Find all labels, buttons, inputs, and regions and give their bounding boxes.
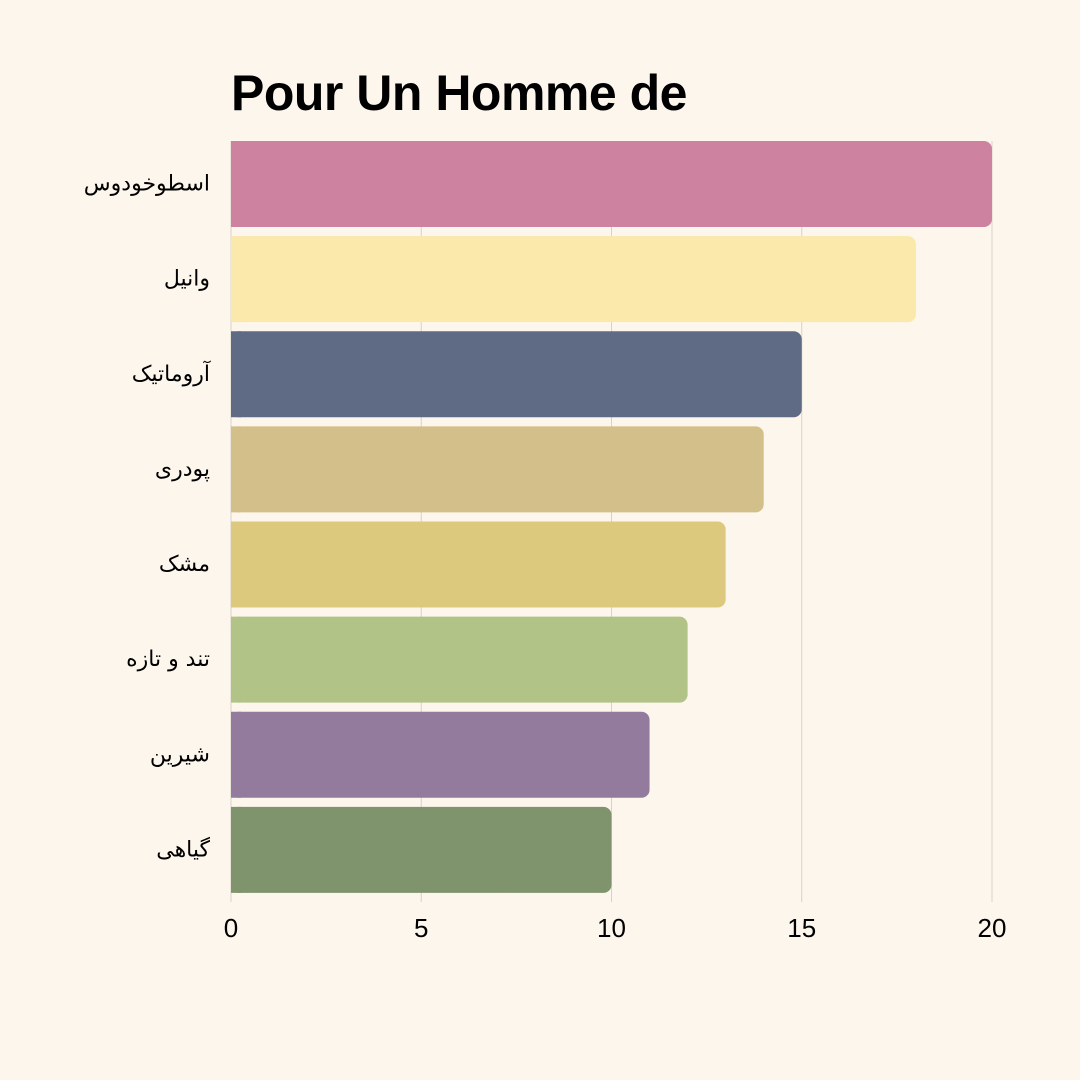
bar-left-edge <box>231 141 241 227</box>
bar-left-edge <box>231 806 241 893</box>
category-label: آروماتیک <box>132 360 211 387</box>
bar <box>231 236 916 323</box>
x-axis-ticks: 0 5 10 15 20 <box>224 913 1007 943</box>
category-label: گیاهی <box>156 836 210 862</box>
bar <box>231 711 650 798</box>
x-tick-label: 10 <box>597 913 626 943</box>
x-tick-label: 20 <box>978 913 1007 943</box>
bar <box>231 521 726 608</box>
bar-left-edge <box>231 236 241 323</box>
category-label: شیرین <box>150 742 210 767</box>
bar <box>231 806 612 893</box>
bar <box>231 141 992 227</box>
category-labels: اسطوخودوس وانیل آروماتیک پودری مشک تند و تازه… <box>84 172 211 863</box>
category-label: پودری <box>155 457 210 482</box>
bar <box>231 616 688 703</box>
bar <box>231 331 802 418</box>
chart-title: Pour Un Homme de <box>231 65 687 121</box>
category-label: وانیل <box>164 267 210 292</box>
bar-left-edge <box>231 331 241 418</box>
bar <box>231 426 764 513</box>
bar-left-edge <box>231 616 241 703</box>
bar-left-edge <box>231 521 241 608</box>
bars <box>231 141 992 893</box>
category-label: تند و تازه <box>126 647 210 672</box>
category-label: اسطوخودوس <box>84 172 210 197</box>
bar-left-edge <box>231 426 241 513</box>
x-tick-label: 0 <box>224 913 238 943</box>
x-tick-label: 5 <box>414 913 428 943</box>
bar-left-edge <box>231 711 241 798</box>
category-label: مشک <box>159 552 210 577</box>
x-tick-label: 15 <box>787 913 816 943</box>
